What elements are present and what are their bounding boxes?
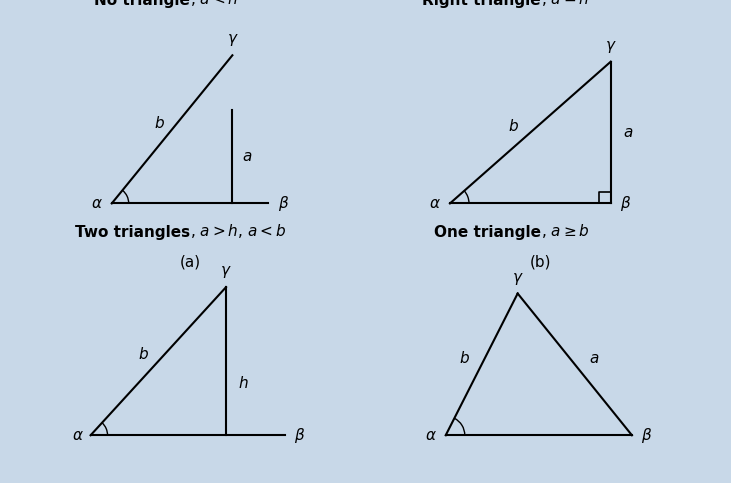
Text: , $a < h$: , $a < h$: [190, 0, 238, 8]
Text: h: h: [239, 376, 249, 391]
Text: $\gamma$: $\gamma$: [512, 270, 523, 287]
Text: (a): (a): [180, 255, 200, 270]
Text: $\gamma$: $\gamma$: [227, 32, 238, 48]
Text: $\alpha$: $\alpha$: [72, 428, 84, 443]
Text: $\gamma$: $\gamma$: [605, 39, 617, 55]
Text: b: b: [509, 119, 518, 134]
Text: $\alpha$: $\alpha$: [91, 196, 103, 211]
Text: a: a: [243, 149, 252, 164]
Text: $\beta$: $\beta$: [620, 194, 632, 213]
Text: b: b: [460, 351, 469, 366]
Text: Two triangles: Two triangles: [75, 225, 190, 240]
Text: Right triangle: Right triangle: [423, 0, 541, 8]
Text: $\beta$: $\beta$: [641, 426, 652, 445]
Text: $\gamma$: $\gamma$: [220, 264, 232, 280]
Text: , $a \geq b$: , $a \geq b$: [541, 222, 590, 240]
Text: $\alpha$: $\alpha$: [429, 196, 441, 211]
Text: , $a = h$: , $a = h$: [541, 0, 589, 8]
Text: $\beta$: $\beta$: [295, 426, 306, 445]
Text: , $a > h$, $a < b$: , $a > h$, $a < b$: [190, 222, 287, 240]
Text: One triangle: One triangle: [434, 225, 541, 240]
Text: b: b: [139, 347, 148, 362]
Text: No triangle: No triangle: [94, 0, 190, 8]
Text: b: b: [154, 115, 164, 130]
Text: (b): (b): [530, 255, 552, 270]
Text: a: a: [623, 125, 632, 140]
Text: $\alpha$: $\alpha$: [425, 428, 437, 443]
Text: a: a: [589, 351, 599, 366]
Text: $\beta$: $\beta$: [278, 194, 289, 213]
